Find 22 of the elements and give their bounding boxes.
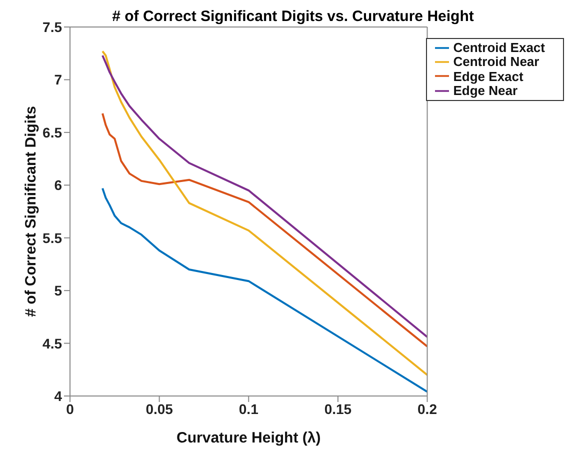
x-axis-title: Curvature Height (λ) <box>176 430 321 447</box>
x-tick-label: 0 <box>66 400 74 417</box>
legend-label: Centroid Near <box>453 54 540 70</box>
y-tick-label: 5.5 <box>42 230 62 246</box>
legend-label: Centroid Exact <box>453 40 545 56</box>
x-tick-label: 0.05 <box>146 400 174 417</box>
y-axis-title: # of Correct Significant Digits <box>22 106 40 317</box>
line-series <box>102 187 428 393</box>
chart-title: # of Correct Significant Digits vs. Curvature Height <box>112 8 474 25</box>
y-tick-label: 7 <box>54 72 62 88</box>
y-tick-label: 6.5 <box>42 124 62 140</box>
y-tick-label: 4 <box>54 388 62 404</box>
legend-label: Edge Exact <box>453 68 524 84</box>
x-tick-label: 0.2 <box>418 400 438 417</box>
y-tick-label: 7.5 <box>42 18 62 35</box>
y-tick-label: 5 <box>54 282 62 299</box>
y-tick-label: 6 <box>54 177 62 194</box>
legend-label: Edge Near <box>453 82 518 98</box>
x-tick-label: 0.1 <box>238 400 259 417</box>
line-series <box>102 112 428 348</box>
y-tick-label: 4.5 <box>42 335 62 352</box>
x-tick-label: 0.15 <box>324 400 352 417</box>
